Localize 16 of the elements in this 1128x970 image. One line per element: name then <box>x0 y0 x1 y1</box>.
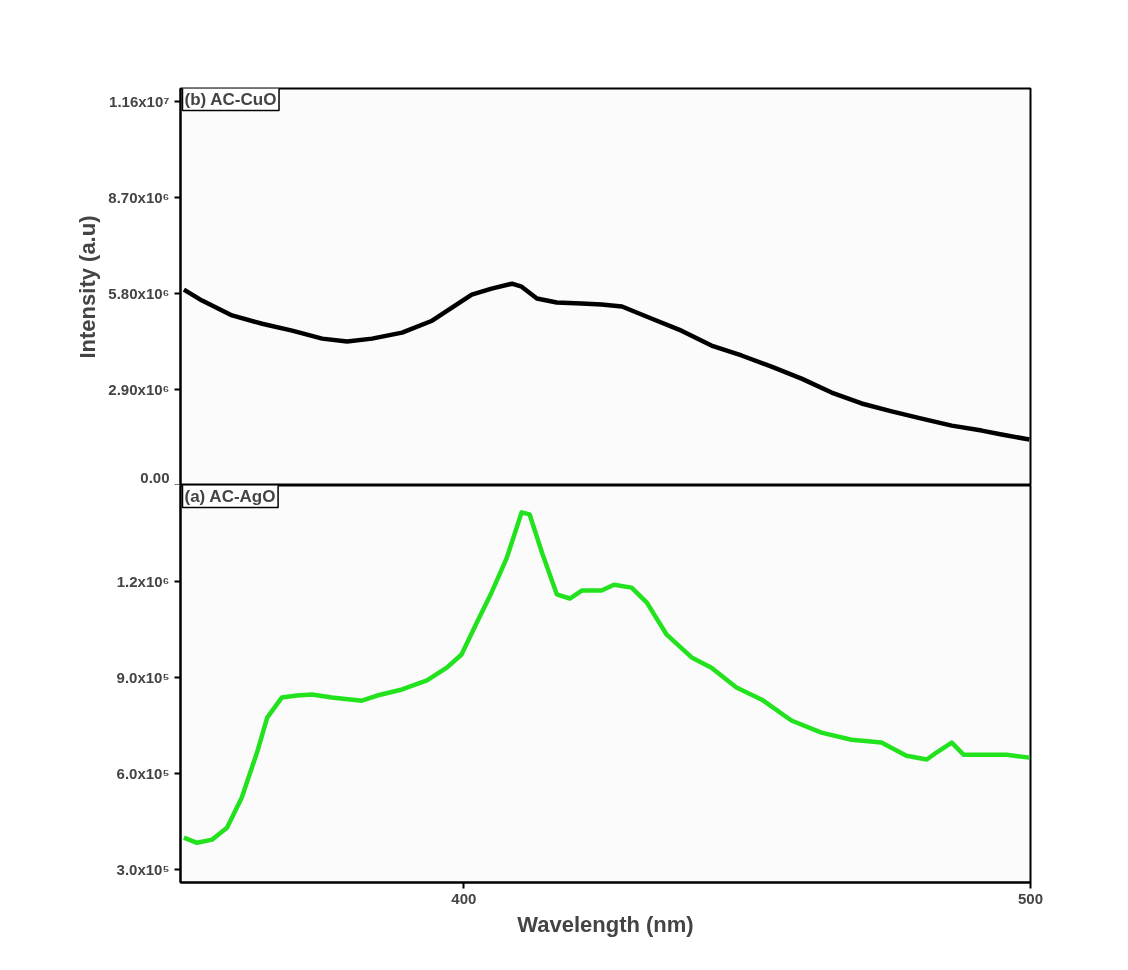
y-tick-label: 9.0x10⁵ <box>116 669 170 687</box>
y-axis-title: Intensity (a.u) <box>75 215 101 359</box>
line-series <box>181 510 1031 846</box>
y-tick-label: 1.2x10⁶ <box>116 573 170 591</box>
x-tick-label: 400 <box>451 889 477 907</box>
annotation: (b) AC-CuO <box>184 89 277 109</box>
y-tick-label: 0.00 <box>140 468 170 486</box>
y-tick-label: 1.16x10⁷ <box>109 93 170 111</box>
x-tick-label: 500 <box>1017 889 1044 907</box>
y-tick-label: 6.0x10⁵ <box>116 765 170 783</box>
x-axis-title: Wavelength (nm) <box>517 911 694 937</box>
y-tick-label: 2.90x10⁶ <box>108 381 170 399</box>
y-tick-label: 3.0x10⁵ <box>116 861 170 879</box>
annotation: (a) AC-AgO <box>184 486 276 506</box>
y-tick-label: 5.80x10⁶ <box>108 285 170 303</box>
y-tick-label: 8.70x10⁶ <box>108 189 170 207</box>
